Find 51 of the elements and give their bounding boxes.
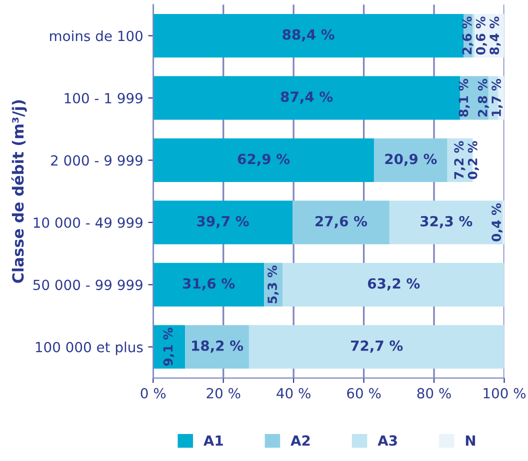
y-axis-title: Classe de débit (m³/j) bbox=[11, 100, 27, 283]
data-label: 88,4 % bbox=[282, 29, 334, 42]
y-tick-label: 100 - 1 999 bbox=[64, 92, 142, 104]
x-tick-label: 100 % bbox=[484, 388, 526, 398]
data-label: 1,7 % bbox=[492, 78, 503, 116]
legend-label: A2 bbox=[290, 435, 310, 446]
bar bbox=[153, 76, 460, 120]
data-label: 8,4 % bbox=[490, 16, 501, 54]
data-label: 27,6 % bbox=[316, 216, 368, 228]
bar bbox=[185, 325, 249, 369]
bar bbox=[153, 138, 374, 182]
data-label: 0,2 % bbox=[468, 141, 479, 180]
legend-label: A3 bbox=[378, 435, 397, 446]
data-label: 0,6 % bbox=[476, 16, 487, 55]
data-label: 31,6 % bbox=[183, 278, 235, 290]
legend-label: A1 bbox=[203, 435, 223, 446]
y-tick-label: 50 000 - 99 999 bbox=[33, 280, 142, 290]
x-tick-label: 20 % bbox=[206, 388, 240, 398]
x-tick-label: 40 % bbox=[276, 388, 310, 398]
bar bbox=[153, 262, 264, 306]
data-label: 63,2 % bbox=[368, 278, 420, 290]
legend-label: N bbox=[466, 435, 476, 446]
data-label: 62,9 % bbox=[238, 154, 290, 166]
data-label: 7,2 % bbox=[454, 141, 466, 179]
data-label: 39,7 % bbox=[197, 216, 249, 228]
x-tick-label: 60 % bbox=[347, 388, 381, 398]
data-label: 2,6 % bbox=[462, 16, 474, 54]
data-label: 20,9 % bbox=[385, 154, 437, 166]
y-tick-label: 2 000 - 9 999 bbox=[51, 155, 142, 166]
y-tick-label: 100 000 et plus bbox=[36, 342, 143, 356]
data-label: 72,7 % bbox=[351, 340, 403, 353]
bar bbox=[248, 325, 504, 369]
bar bbox=[374, 138, 448, 182]
y-tick-label: 10 000 - 49 999 bbox=[34, 217, 142, 228]
x-tick-label: 80 % bbox=[417, 388, 451, 398]
data-label: 2,8 % bbox=[478, 78, 489, 116]
data-label: 18,2 % bbox=[192, 340, 244, 353]
data-label: 8,1 % bbox=[458, 78, 470, 117]
bar bbox=[153, 325, 186, 369]
bar bbox=[153, 14, 464, 58]
bar bbox=[292, 200, 390, 244]
x-tick-label: 0 % bbox=[140, 388, 166, 398]
bar bbox=[389, 200, 503, 244]
data-label: 9,1 % bbox=[163, 328, 174, 366]
data-label: 5,3 % bbox=[268, 266, 279, 304]
data-label: 87,4 % bbox=[280, 91, 333, 104]
data-label: 32,3 % bbox=[420, 216, 472, 228]
bar bbox=[282, 262, 504, 306]
data-label: 0,4 % bbox=[492, 203, 503, 242]
bar bbox=[153, 200, 293, 244]
y-tick-label: moins de 100 bbox=[50, 30, 142, 42]
